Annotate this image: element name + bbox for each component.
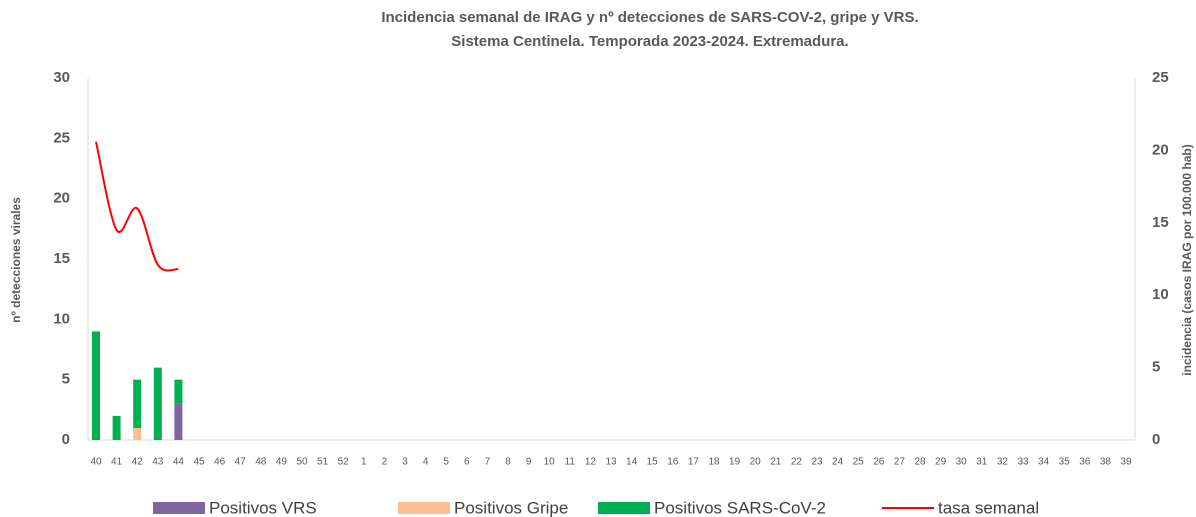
x-tick-label: 47 bbox=[235, 457, 247, 468]
bar bbox=[112, 415, 121, 440]
x-tick-label: 15 bbox=[647, 457, 659, 468]
x-tick-label: 39 bbox=[1120, 457, 1132, 468]
bar bbox=[153, 367, 162, 440]
y-tick-label: 25 bbox=[53, 129, 70, 146]
x-tick-label: 43 bbox=[152, 457, 164, 468]
x-tick-label: 14 bbox=[626, 457, 638, 468]
legend-swatch bbox=[153, 502, 205, 514]
y2-tick-label: 0 bbox=[1152, 431, 1160, 448]
x-tick-label: 52 bbox=[338, 457, 350, 468]
x-tick-label: 20 bbox=[750, 457, 762, 468]
y2-tick-label: 20 bbox=[1152, 141, 1169, 158]
legend-label: tasa semanal bbox=[938, 498, 1039, 517]
x-tick-label: 28 bbox=[914, 457, 926, 468]
x-tick-label: 22 bbox=[791, 457, 803, 468]
x-tick-label: 34 bbox=[1038, 457, 1050, 468]
y2-axis-label: incidencia (casos IRAG por 100.000 hab) bbox=[1180, 144, 1194, 375]
y-tick-label: 15 bbox=[53, 250, 70, 267]
x-tick-label: 51 bbox=[317, 457, 329, 468]
x-tick-label: 9 bbox=[526, 457, 532, 468]
legend-swatch bbox=[598, 502, 650, 514]
x-tick-label: 10 bbox=[544, 457, 556, 468]
x-tick-label: 29 bbox=[935, 457, 947, 468]
legend-swatch bbox=[398, 502, 450, 514]
x-tick-label: 8 bbox=[505, 457, 511, 468]
legend-label: Positivos SARS-CoV-2 bbox=[654, 498, 826, 517]
legend-label: Positivos VRS bbox=[209, 498, 317, 517]
x-tick-label: 18 bbox=[708, 457, 720, 468]
y2-tick-label: 25 bbox=[1152, 69, 1169, 86]
y-axis-label: nº detecciones virales bbox=[9, 197, 23, 323]
line bbox=[95, 141, 179, 272]
x-tick-label: 26 bbox=[873, 457, 885, 468]
y-tick-label: 30 bbox=[53, 69, 70, 86]
x-tick-label: 25 bbox=[853, 457, 865, 468]
x-tick-label: 40 bbox=[90, 457, 102, 468]
x-tick-label: 32 bbox=[997, 457, 1009, 468]
bar bbox=[133, 427, 142, 440]
bar bbox=[92, 331, 100, 440]
y2-tick-label: 10 bbox=[1152, 286, 1169, 303]
chart-title: Incidencia semanal de IRAG y nº deteccio… bbox=[381, 9, 918, 26]
x-tick-label: 45 bbox=[193, 457, 205, 468]
y2-tick-label: 15 bbox=[1152, 214, 1169, 231]
x-tick-label: 49 bbox=[276, 457, 288, 468]
x-tick-label: 17 bbox=[688, 457, 700, 468]
x-tick-label: 38 bbox=[1100, 457, 1112, 468]
y-tick-label: 10 bbox=[53, 310, 70, 327]
x-tick-label: 42 bbox=[132, 457, 144, 468]
x-tick-label: 19 bbox=[729, 457, 741, 468]
bar bbox=[133, 379, 142, 428]
legend-label: Positivos Gripe bbox=[454, 498, 568, 517]
y-tick-label: 0 bbox=[62, 431, 70, 448]
x-tick-label: 30 bbox=[956, 457, 968, 468]
chart-subtitle: Sistema Centinela. Temporada 2023-2024. … bbox=[451, 33, 848, 50]
x-tick-label: 3 bbox=[402, 457, 408, 468]
x-tick-label: 41 bbox=[111, 457, 123, 468]
x-tick-label: 24 bbox=[832, 457, 844, 468]
x-tick-label: 50 bbox=[296, 457, 308, 468]
bar bbox=[174, 379, 183, 404]
x-tick-label: 16 bbox=[667, 457, 679, 468]
x-tick-label: 21 bbox=[770, 457, 782, 468]
y-tick-label: 20 bbox=[53, 190, 70, 207]
x-tick-label: 5 bbox=[443, 457, 449, 468]
x-tick-label: 23 bbox=[811, 457, 823, 468]
x-tick-label: 27 bbox=[894, 457, 906, 468]
x-tick-label: 12 bbox=[585, 457, 597, 468]
x-tick-label: 4 bbox=[423, 457, 429, 468]
x-tick-label: 31 bbox=[976, 457, 988, 468]
y-tick-label: 5 bbox=[62, 371, 70, 388]
x-tick-label: 46 bbox=[214, 457, 226, 468]
x-tick-label: 13 bbox=[605, 457, 617, 468]
x-tick-label: 2 bbox=[382, 457, 388, 468]
x-tick-label: 1 bbox=[361, 457, 367, 468]
bar bbox=[174, 403, 183, 440]
x-tick-label: 6 bbox=[464, 457, 470, 468]
x-tick-label: 11 bbox=[565, 457, 576, 468]
x-tick-label: 35 bbox=[1059, 457, 1071, 468]
y2-tick-label: 5 bbox=[1152, 359, 1160, 376]
x-tick-label: 48 bbox=[255, 457, 267, 468]
x-tick-label: 33 bbox=[1017, 457, 1029, 468]
x-tick-label: 36 bbox=[1079, 457, 1091, 468]
x-tick-label: 44 bbox=[173, 457, 185, 468]
x-tick-label: 7 bbox=[485, 457, 491, 468]
